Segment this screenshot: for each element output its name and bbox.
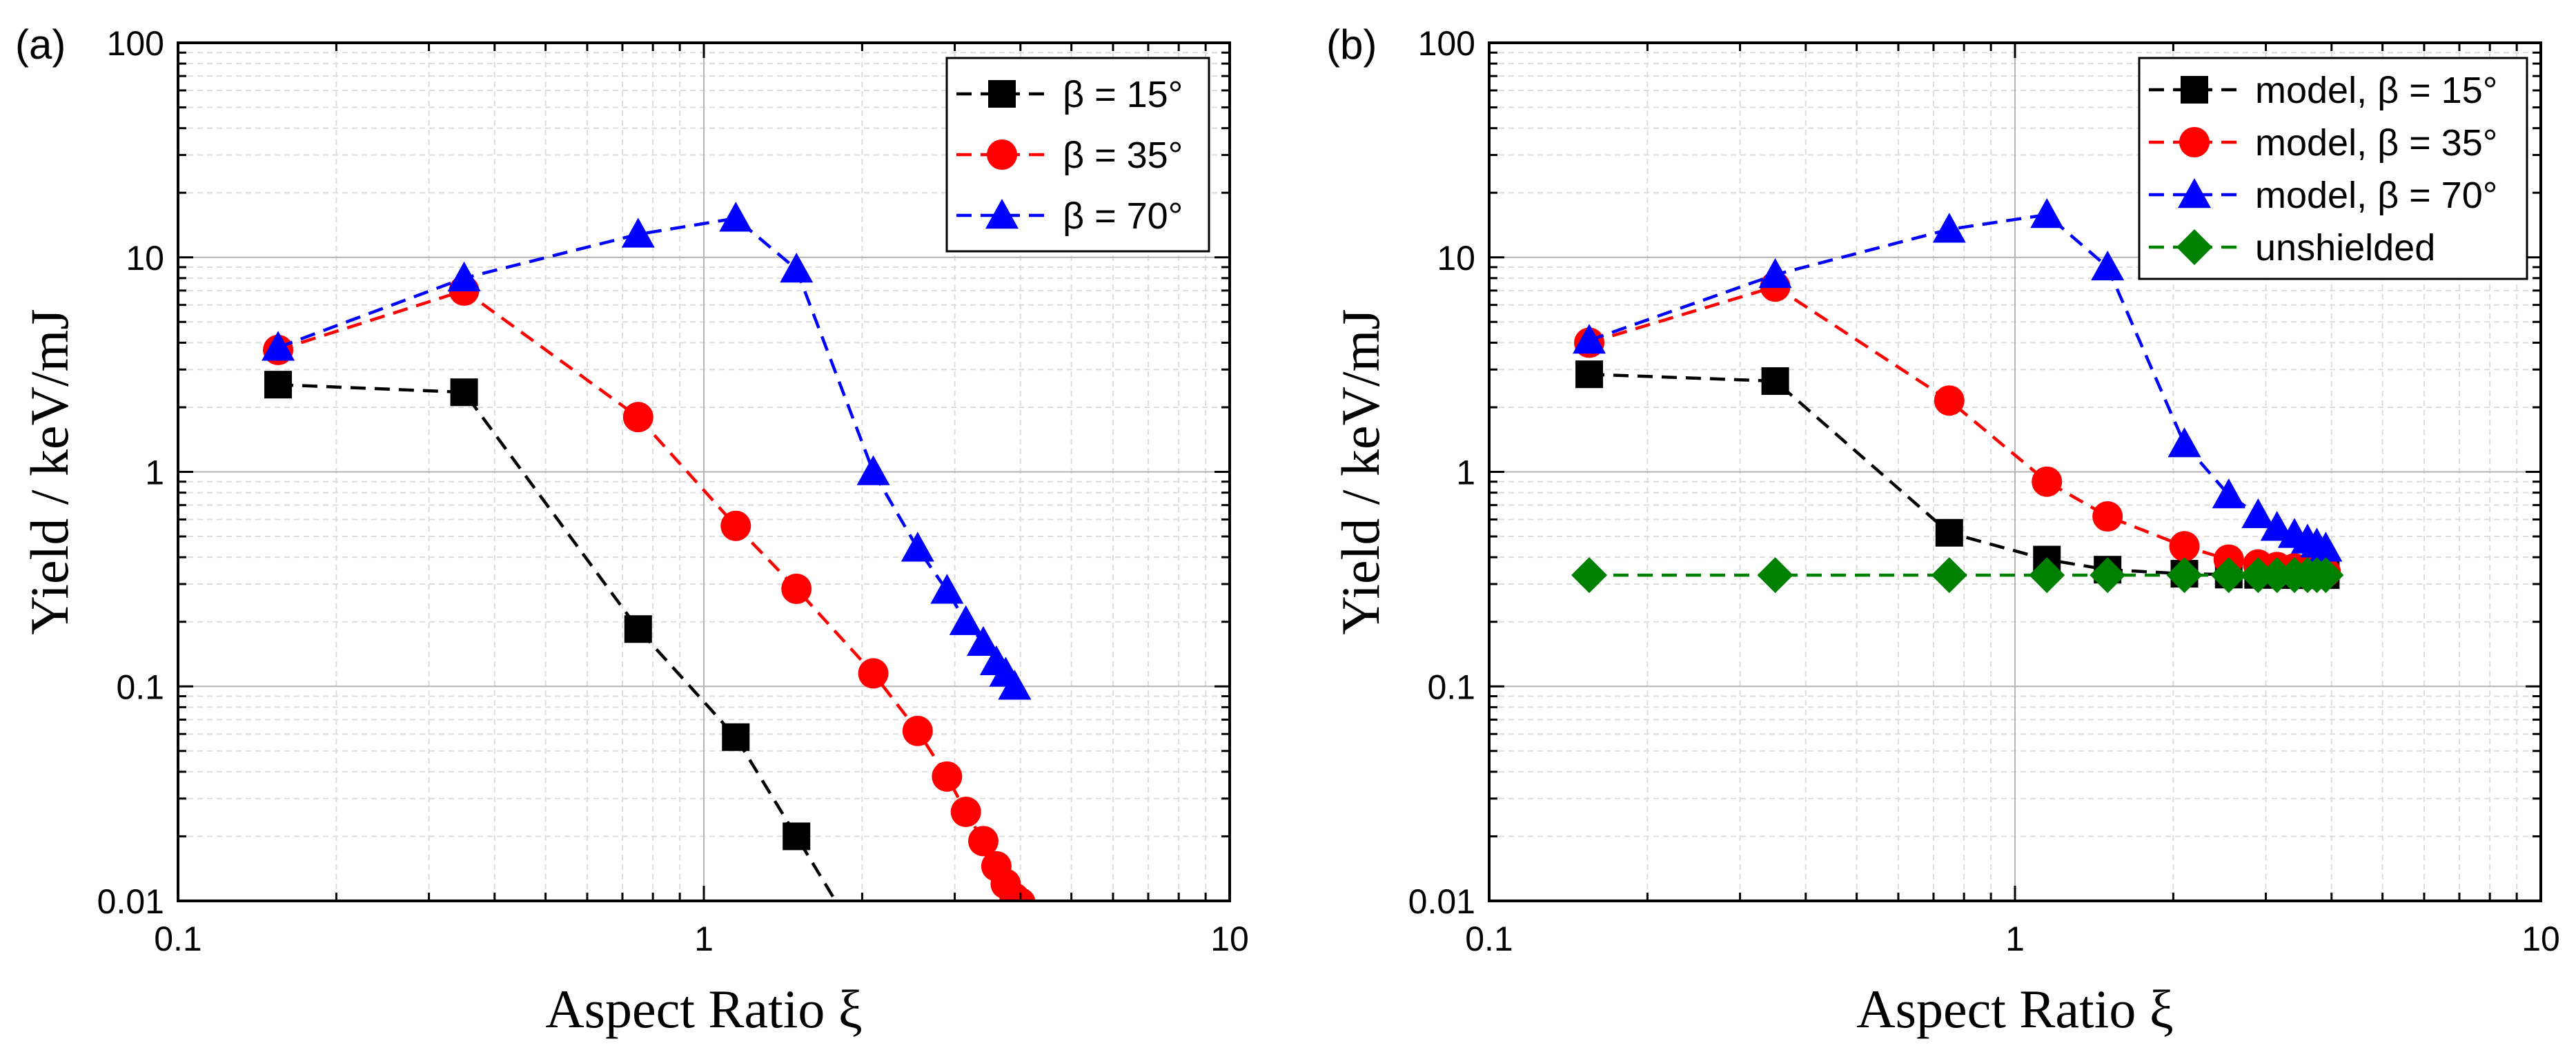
data-point-2-3: [719, 202, 753, 232]
y-tick-label: 100: [1418, 24, 1475, 63]
ticks: [1488, 41, 2542, 902]
data-point-1-5: [2169, 531, 2200, 562]
x-tick-label: 10: [1210, 920, 1249, 958]
data-point-1-5: [858, 658, 889, 689]
data-point-2-0: [1573, 324, 1606, 354]
legend-marker-2: [2178, 178, 2211, 208]
data-point-2-7: [2241, 498, 2275, 529]
legend-marker-2: [985, 199, 1019, 229]
data-point-1-8: [950, 797, 981, 828]
grid: [178, 43, 1230, 901]
data-point-2-12: [2309, 532, 2343, 562]
legend-label-1: model, β = 35°: [2255, 122, 2497, 164]
data-point-0-0: [264, 371, 293, 399]
data-point-2-6: [2212, 478, 2245, 509]
data-point-1-4: [2092, 501, 2123, 532]
data-point-1-9: [967, 826, 999, 857]
data-point-1-7: [932, 761, 963, 792]
data-point-1-4: [781, 573, 812, 604]
y-tick-label: 0.1: [1427, 668, 1475, 706]
x-tick-label: 1: [694, 920, 714, 958]
data-point-1-2: [622, 402, 653, 433]
data-point-2-1: [1758, 258, 1792, 289]
legend-marker-0: [2181, 76, 2208, 104]
y-tick-label: 0.01: [97, 882, 164, 921]
y-axis-title: Yield / keV/mJ: [19, 309, 79, 634]
data-point-2-8: [2260, 511, 2294, 541]
x-axis-title: Aspect Ratio ξ: [1856, 979, 2173, 1039]
data-point-3-2: [1931, 557, 1967, 594]
legend-label-2: β = 70°: [1063, 195, 1183, 237]
data-point-2-7: [930, 574, 964, 604]
legend-label-1: β = 35°: [1063, 135, 1183, 176]
y-tick-label: 0.1: [116, 668, 164, 706]
data-point-0-0: [1575, 360, 1604, 389]
y-tick-label: 10: [1437, 239, 1475, 278]
data-point-3-0: [1571, 557, 1608, 594]
data-point-3-6: [2210, 557, 2247, 594]
data-point-1-3: [2032, 466, 2063, 497]
data-point-0-2: [1935, 518, 1963, 547]
data-point-2-2: [621, 217, 655, 248]
data-point-2-12: [998, 670, 1032, 700]
x-tick-label: 0.1: [1465, 920, 1513, 958]
data-point-0-4: [783, 822, 811, 851]
data-point-2-6: [901, 532, 934, 562]
ticks: [177, 41, 1231, 902]
data-point-2-4: [780, 253, 814, 283]
series-layer: [262, 202, 1036, 901]
data-point-3-1: [1757, 557, 1793, 594]
data-point-2-9: [966, 625, 1000, 657]
data-point-0-1: [450, 378, 478, 407]
legend-label-3: unshielded: [2255, 227, 2435, 269]
data-point-0-3: [722, 723, 750, 751]
y-tick-label: 10: [126, 239, 164, 278]
legend-label-2: model, β = 70°: [2255, 175, 2497, 216]
data-point-2-5: [2167, 427, 2201, 458]
x-tick-label: 0.1: [154, 920, 202, 958]
data-point-3-12: [2308, 557, 2344, 594]
data-point-0-1: [1761, 367, 1789, 395]
data-point-1-6: [902, 715, 933, 746]
panel-label: (b): [1326, 21, 1377, 68]
y-axis-title: Yield / keV/mJ: [1330, 309, 1390, 634]
data-point-1-2: [1934, 385, 1965, 416]
y-tick-label: 1: [145, 454, 164, 492]
data-point-3-4: [2090, 557, 2126, 594]
series-layer: [1571, 198, 2344, 594]
y-tick-label: 0.01: [1408, 882, 1475, 921]
y-tick-label: 100: [107, 24, 164, 63]
legend-marker-0: [988, 80, 1016, 108]
data-point-0-2: [624, 615, 652, 643]
data-point-2-4: [2091, 250, 2125, 281]
panel-label: (a): [15, 21, 66, 68]
x-axis-title: Aspect Ratio ξ: [545, 979, 862, 1039]
data-point-2-3: [2030, 198, 2064, 229]
data-point-3-3: [2029, 557, 2065, 594]
legend-label-0: β = 15°: [1063, 74, 1183, 115]
legend-marker-1: [2179, 127, 2210, 157]
data-point-3-7: [2240, 557, 2277, 594]
legend-marker-3: [2176, 229, 2212, 265]
x-tick-label: 10: [2521, 920, 2560, 958]
legend: model, β = 15° model, β = 35° model, β = 7…: [2138, 57, 2528, 280]
y-tick-label: 1: [1456, 454, 1475, 492]
data-point-2-0: [262, 331, 295, 361]
data-point-1-3: [720, 510, 751, 541]
legend-label-0: model, β = 15°: [2255, 70, 2497, 111]
data-point-2-1: [447, 261, 481, 292]
data-point-2-5: [856, 455, 890, 485]
legend: β = 15° β = 35° β = 70°: [945, 57, 1210, 253]
data-point-3-5: [2166, 557, 2203, 594]
data-point-2-8: [949, 605, 983, 635]
legend-marker-1: [987, 139, 1017, 170]
x-tick-label: 1: [2005, 920, 2025, 958]
data-point-2-2: [1932, 213, 1966, 243]
